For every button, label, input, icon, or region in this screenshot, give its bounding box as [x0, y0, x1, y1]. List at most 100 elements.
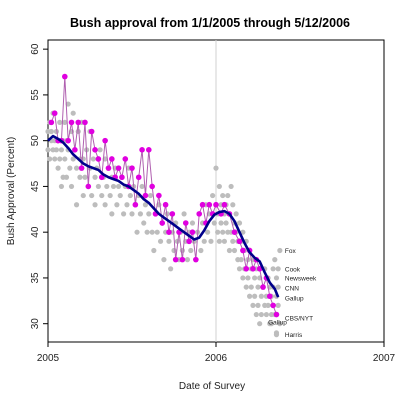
highlight-poll-point	[149, 183, 155, 190]
highlight-poll-point	[240, 247, 246, 254]
other-poll-point	[53, 147, 60, 153]
other-poll-point	[184, 257, 191, 263]
other-poll-point	[272, 257, 278, 263]
other-poll-point	[65, 101, 71, 107]
highlight-poll-point	[119, 174, 125, 181]
x-axis-label: Date of Survey	[179, 381, 245, 392]
other-poll-point	[230, 238, 236, 244]
other-poll-point	[109, 211, 115, 217]
poll-annotation-label: CBS/NYT	[285, 316, 313, 323]
other-poll-point	[63, 174, 70, 180]
highlight-poll-point	[146, 147, 152, 153]
other-poll-point	[238, 257, 244, 263]
x-tick-label: 2006	[205, 353, 228, 364]
other-poll-point	[77, 174, 83, 180]
highlight-poll-point	[196, 211, 202, 217]
other-poll-point	[141, 220, 147, 226]
highlight-poll-point	[221, 201, 228, 208]
poll-annotation-label: Harris	[285, 332, 303, 339]
other-poll-point	[117, 192, 123, 199]
poll-annotation-label: CNN	[285, 286, 299, 293]
other-poll-point	[263, 311, 269, 318]
other-poll-point	[104, 183, 110, 190]
other-poll-point	[231, 247, 238, 254]
other-poll-point	[243, 284, 249, 290]
poll-annotations: FoxCookNewsweekCNNGallupCBS/NYTGallupHar…	[268, 248, 317, 339]
highlight-poll-point	[105, 165, 112, 171]
other-poll-point	[92, 202, 98, 208]
highlight-poll-point	[132, 201, 139, 208]
other-poll-point	[236, 220, 243, 226]
other-poll-point	[114, 202, 120, 208]
other-poll-point	[82, 174, 88, 180]
other-poll-point	[139, 183, 145, 190]
highlight-poll-point	[199, 201, 206, 208]
highlight-poll-point	[172, 256, 179, 263]
other-poll-point	[257, 321, 263, 327]
highlight-poll-point	[260, 284, 266, 290]
other-poll-point	[240, 229, 246, 235]
other-poll-point	[218, 220, 224, 226]
highlight-poll-point	[85, 183, 92, 190]
highlight-poll-point	[186, 238, 192, 245]
other-poll-point	[67, 165, 73, 171]
other-poll-point	[57, 119, 63, 125]
other-poll-point	[89, 192, 95, 199]
highlight-poll-point	[109, 156, 115, 162]
other-poll-point	[208, 238, 214, 244]
highlight-poll-point	[98, 174, 105, 181]
other-poll-point	[174, 238, 180, 244]
other-poll-point	[220, 192, 226, 199]
other-poll-point	[236, 266, 243, 272]
highlight-poll-point	[231, 229, 238, 235]
other-poll-point	[220, 229, 226, 235]
other-poll-point	[47, 156, 53, 162]
highlight-poll-point	[243, 265, 250, 272]
other-poll-point	[164, 211, 170, 217]
highlight-poll-point	[162, 201, 169, 208]
other-poll-point	[226, 247, 233, 254]
other-poll-point	[95, 183, 101, 190]
other-poll-point	[250, 302, 256, 308]
x-tick-label: 2005	[37, 353, 60, 364]
other-poll-point	[205, 229, 211, 235]
chart-title: Bush approval from 1/1/2005 through 5/12…	[70, 16, 350, 30]
other-poll-point	[255, 284, 261, 290]
highlight-poll-point	[75, 119, 82, 126]
other-poll-point	[223, 220, 229, 226]
y-tick-label: 35	[30, 272, 41, 284]
y-tick-label: 60	[30, 43, 41, 55]
poll-annotation-label: Gallup	[285, 296, 304, 303]
other-poll-point	[154, 229, 160, 235]
other-poll-point	[73, 165, 80, 171]
poll-annotation-label: Fox	[285, 248, 297, 255]
other-poll-point	[57, 156, 63, 162]
x-axis: 2005 2006 2007	[37, 342, 396, 364]
other-poll-point	[137, 211, 143, 217]
other-poll-point	[252, 293, 258, 299]
other-poll-point	[115, 183, 122, 190]
highlight-poll-point	[193, 256, 199, 263]
other-poll-point	[233, 211, 239, 217]
other-poll-point	[53, 128, 60, 135]
other-poll-point	[146, 211, 152, 217]
highlight-poll-point	[92, 147, 98, 153]
other-poll-point	[99, 192, 105, 199]
other-poll-point	[110, 183, 117, 190]
highlight-poll-point	[88, 128, 95, 135]
other-poll-point	[258, 293, 264, 299]
other-poll-point	[80, 192, 86, 199]
other-poll-point	[166, 238, 172, 244]
y-tick-label: 55	[30, 89, 41, 101]
other-poll-point	[213, 165, 219, 171]
highlight-poll-point	[142, 192, 149, 199]
highlight-poll-point	[213, 201, 219, 208]
highlight-poll-point	[250, 265, 256, 272]
highlight-poll-point	[266, 293, 273, 300]
other-poll-point	[253, 311, 259, 318]
other-poll-point	[62, 119, 68, 125]
series-other-polls	[45, 101, 283, 338]
other-poll-point	[273, 332, 280, 338]
other-poll-point	[270, 266, 276, 272]
highlight-poll-point	[51, 110, 58, 117]
